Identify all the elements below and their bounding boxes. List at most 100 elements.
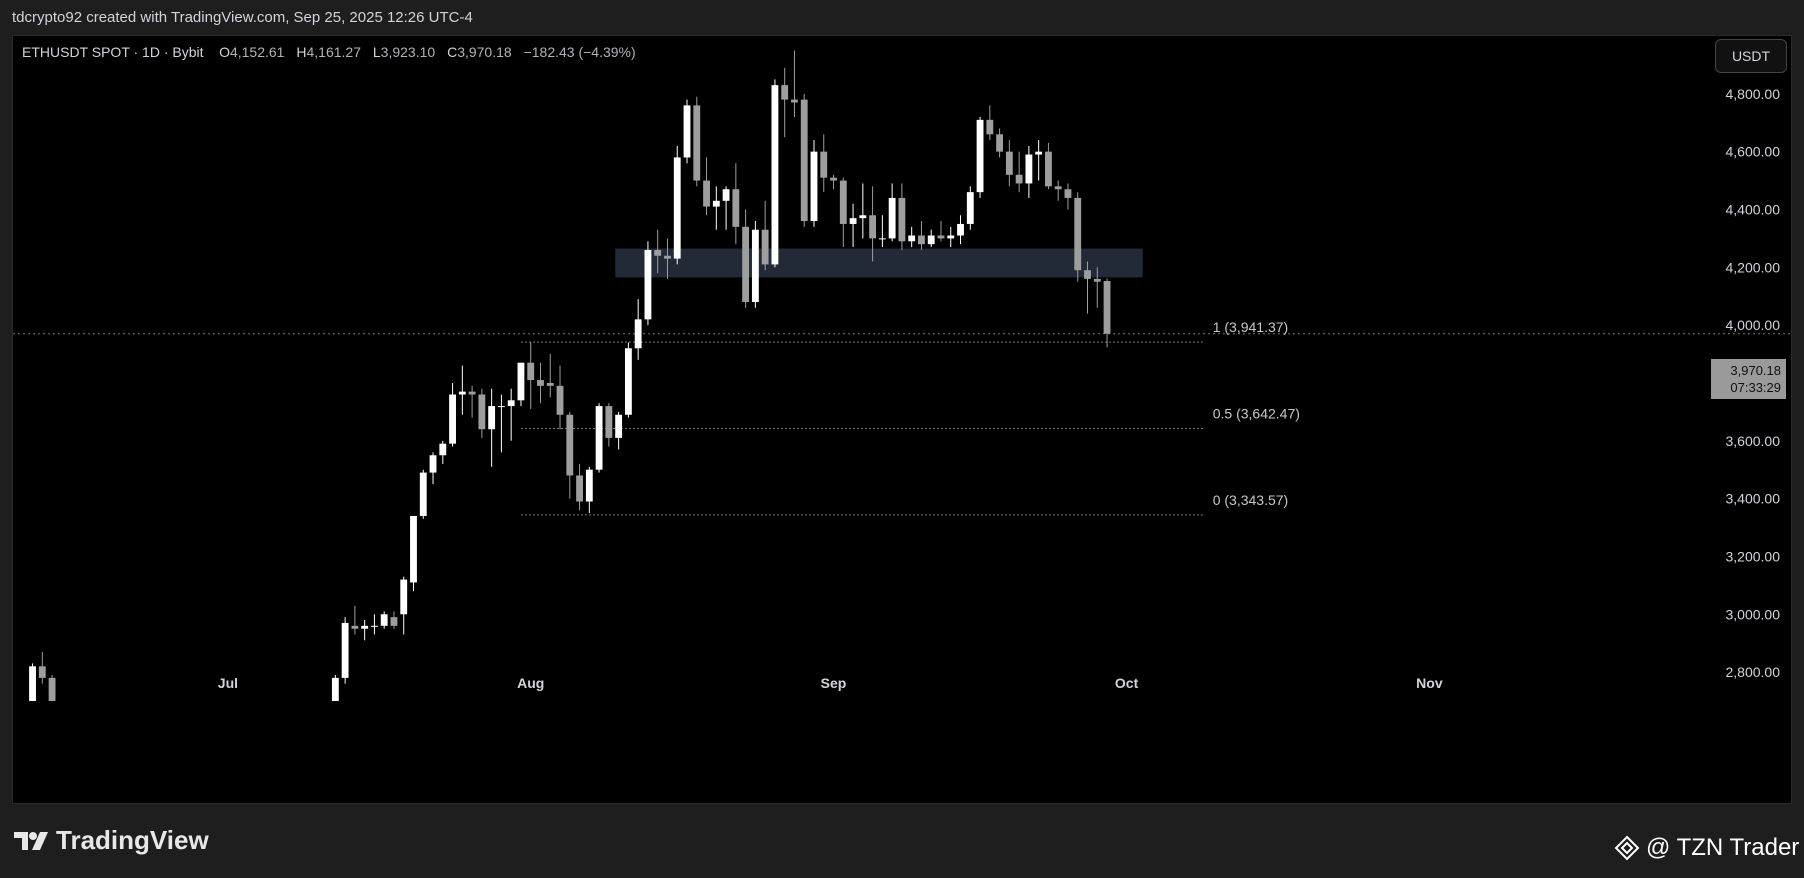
candle-body [410, 515, 417, 583]
time-tick-label: Jul [218, 675, 238, 691]
candle-body [576, 475, 583, 502]
candle [751, 221, 759, 308]
candle [1064, 183, 1072, 210]
candle-body [878, 238, 886, 240]
candle-body [693, 105, 701, 181]
candle-body [341, 622, 349, 678]
candle-body [615, 414, 623, 438]
candle [1084, 261, 1091, 314]
candle [859, 183, 867, 239]
candle-body [1084, 270, 1091, 279]
candle [537, 362, 544, 404]
candle [410, 515, 417, 592]
tradingview-logo-icon [14, 831, 48, 850]
candle [556, 365, 564, 430]
candle [820, 134, 828, 193]
candle-body [869, 215, 877, 239]
bar-countdown: 07:33:29 [1730, 380, 1781, 395]
candle-body [439, 443, 447, 456]
candle [634, 299, 642, 360]
candle [898, 183, 906, 250]
candle-body [1005, 151, 1013, 175]
low-value: 3,923.10 [380, 44, 436, 60]
candle-body [849, 218, 857, 224]
fibonacci-retracement[interactable]: 1 (3,941.37) 0.5 (3,642.47) 0 (3,343.57) [520, 319, 1300, 516]
candle [371, 614, 378, 635]
candle [937, 221, 945, 242]
candle-body [918, 235, 925, 245]
candle-body [1074, 197, 1082, 271]
chart-frame[interactable]: 1 (3,941.37) 0.5 (3,642.47) 0 (3,343.57) 2… [12, 35, 1792, 804]
candle [400, 576, 408, 635]
candle-body [537, 380, 544, 386]
candle-body [517, 362, 525, 401]
candle [507, 388, 515, 441]
candle-body [966, 192, 974, 224]
candle-body [1035, 151, 1043, 155]
candle [566, 411, 574, 499]
price-tick-label: 4,600.00 [1726, 144, 1781, 160]
candle-body [810, 151, 818, 222]
candle-body [361, 625, 369, 629]
candle-body [400, 579, 408, 615]
candle [1015, 151, 1023, 193]
candle-body [331, 677, 339, 701]
candle-body [664, 255, 671, 259]
candle-body [419, 472, 427, 516]
candle-body [1103, 281, 1111, 334]
author-watermark: @ TZN Trader [1614, 834, 1799, 862]
price-tick-label: 3,400.00 [1726, 491, 1781, 507]
price-tick-label: 3,000.00 [1726, 606, 1781, 622]
candle [664, 238, 671, 279]
candle [605, 403, 613, 447]
candle [830, 174, 837, 190]
price-tick-label: 3,600.00 [1726, 433, 1781, 449]
candle-body [468, 391, 476, 395]
change-value: −182.43 (−4.39%) [523, 44, 636, 60]
last-price-value: 3,970.18 [1730, 363, 1781, 378]
candle [927, 229, 935, 248]
candle [693, 96, 701, 187]
candle [624, 342, 632, 418]
high-label: H [296, 44, 307, 60]
candle-body [585, 469, 593, 502]
candle-body [449, 394, 456, 444]
candle-body [712, 200, 720, 207]
candle [908, 226, 916, 248]
candle [48, 674, 56, 701]
candle [615, 411, 623, 450]
support-zone [615, 248, 1143, 278]
currency-button[interactable]: USDT [1715, 39, 1787, 73]
price-tick-label: 4,000.00 [1726, 317, 1781, 333]
candle-body [1025, 154, 1033, 184]
chart-canvas[interactable]: 1 (3,941.37) 0.5 (3,642.47) 0 (3,343.57) 2… [13, 36, 1791, 803]
candle [771, 79, 779, 268]
candle [957, 215, 964, 245]
candle [878, 215, 886, 248]
candle [703, 157, 710, 216]
candle [1005, 140, 1013, 187]
time-tick-label: Aug [517, 675, 544, 691]
tradingview-logo[interactable]: TradingView [14, 825, 209, 856]
candle [439, 440, 447, 464]
candle-body [888, 197, 896, 239]
fib-level-label: 0 (3,343.57) [1213, 492, 1289, 508]
candle-body [556, 385, 564, 415]
price-tick-label: 3,200.00 [1726, 548, 1781, 564]
candle [468, 385, 476, 418]
candle-body [634, 319, 642, 349]
candle [546, 354, 554, 398]
candle-body [859, 215, 867, 219]
time-axis[interactable]: Jul Aug Sep Oct Nov [218, 675, 1443, 691]
candle [351, 605, 359, 635]
candle-body [595, 406, 603, 470]
candle [595, 403, 603, 473]
candle-body [497, 406, 505, 408]
candle [986, 105, 994, 141]
symbol-title: ETHUSDT SPOT · 1D · Bybit [22, 44, 204, 60]
candle [419, 469, 427, 519]
candle [976, 116, 984, 198]
candle-body [546, 382, 554, 386]
candle-body [761, 229, 769, 265]
candle-body [654, 249, 662, 256]
